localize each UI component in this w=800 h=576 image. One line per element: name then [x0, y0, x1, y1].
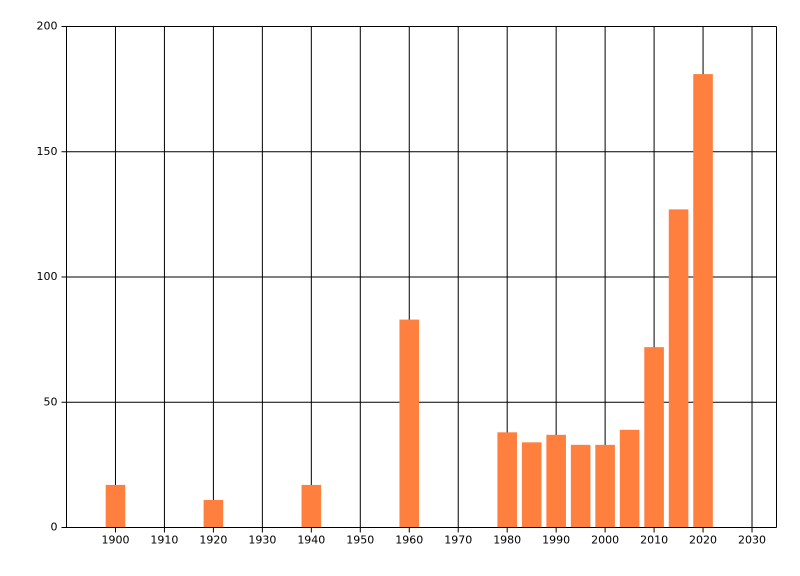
bar: [644, 347, 664, 528]
bar: [595, 444, 615, 528]
x-tick-label: 2020: [689, 534, 717, 547]
bar: [693, 74, 713, 528]
bar: [668, 209, 689, 528]
x-tick-label: 2010: [640, 534, 668, 547]
x-tick-label: 1900: [101, 534, 129, 547]
y-tick-label: 100: [37, 270, 58, 283]
x-tick-label: 2000: [591, 534, 619, 547]
x-tick-label: 1980: [493, 534, 521, 547]
y-tick-label: 150: [37, 145, 58, 158]
bar: [497, 432, 517, 528]
y-tick-label: 50: [44, 395, 58, 408]
y-tick-label: 0: [51, 521, 58, 534]
bar: [203, 499, 224, 528]
x-tick-label: 1990: [542, 534, 570, 547]
x-tick-label: 1910: [150, 534, 178, 547]
x-tick-label: 1920: [199, 534, 227, 547]
bar: [105, 484, 126, 528]
x-tick-label: 1970: [444, 534, 472, 547]
bar: [301, 484, 322, 528]
y-tick-label: 200: [37, 20, 58, 33]
bar: [399, 319, 420, 528]
x-tick-label: 1940: [297, 534, 325, 547]
bar: [546, 434, 566, 528]
x-tick-label: 1930: [248, 534, 276, 547]
bar: [570, 444, 591, 528]
x-tick-label: 1950: [346, 534, 374, 547]
bar: [521, 442, 542, 528]
x-tick-label: 1960: [395, 534, 423, 547]
bar: [619, 429, 640, 528]
x-tick-label: 2030: [738, 534, 766, 547]
